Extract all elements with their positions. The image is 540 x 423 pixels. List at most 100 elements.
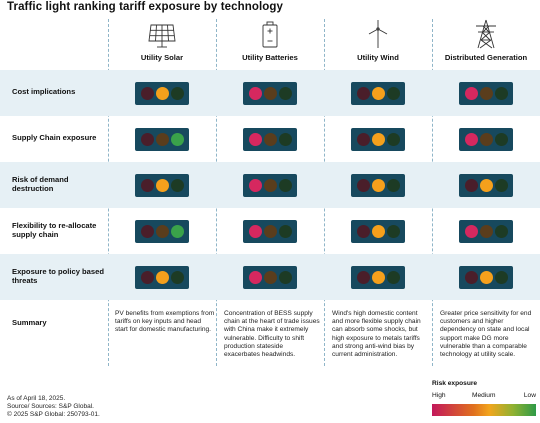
yellow-light-active bbox=[479, 270, 493, 284]
green-light bbox=[170, 178, 184, 192]
column-label-batteries: Utility Batteries bbox=[242, 53, 298, 62]
row-label: Flexibility to re-allocate supply chain bbox=[12, 220, 97, 240]
green-light bbox=[278, 178, 292, 192]
traffic-light bbox=[459, 127, 513, 151]
legend-title: Risk exposure bbox=[432, 380, 478, 387]
traffic-light bbox=[351, 219, 405, 243]
green-light-active bbox=[170, 224, 184, 238]
red-light-active bbox=[464, 132, 478, 146]
green-light bbox=[494, 132, 508, 146]
legend-medium-label: Medium bbox=[472, 392, 496, 399]
green-light bbox=[278, 224, 292, 238]
legend-low-label: Low bbox=[523, 392, 536, 399]
wind-turbine-icon bbox=[324, 19, 432, 49]
red-light bbox=[356, 178, 370, 192]
battery-icon bbox=[216, 19, 324, 49]
red-light bbox=[140, 86, 154, 100]
column-label-solar: Utility Solar bbox=[140, 53, 184, 62]
footer-date: As of April 18, 2025. bbox=[7, 395, 66, 402]
green-light bbox=[386, 270, 400, 284]
table-row: Supply Chain exposure bbox=[0, 116, 540, 162]
traffic-light bbox=[459, 265, 513, 289]
yellow-light-active bbox=[155, 178, 169, 192]
table-row: Exposure to policy based threats bbox=[0, 254, 540, 300]
yellow-light bbox=[479, 86, 493, 100]
red-light bbox=[356, 86, 370, 100]
table-row: Cost implications bbox=[0, 70, 540, 116]
summary-label: Summary bbox=[12, 318, 47, 327]
red-light bbox=[464, 270, 478, 284]
page-title: Traffic light ranking tariff exposure by… bbox=[7, 1, 284, 13]
yellow-light bbox=[479, 132, 493, 146]
green-light bbox=[386, 224, 400, 238]
green-light bbox=[494, 178, 508, 192]
traffic-light bbox=[351, 81, 405, 105]
traffic-light bbox=[135, 81, 189, 105]
green-light bbox=[278, 270, 292, 284]
red-light bbox=[140, 178, 154, 192]
green-light bbox=[494, 224, 508, 238]
traffic-light bbox=[459, 81, 513, 105]
summary-solar: PV benefits from exemptions from tariffs… bbox=[115, 310, 215, 334]
traffic-light bbox=[243, 265, 297, 289]
red-light-active bbox=[248, 224, 262, 238]
green-light bbox=[170, 270, 184, 284]
green-light bbox=[278, 132, 292, 146]
traffic-light bbox=[243, 127, 297, 151]
green-light bbox=[170, 86, 184, 100]
footer-notes: As of April 18, 2025. Source/ Sources: S… bbox=[7, 395, 100, 420]
red-light-active bbox=[248, 178, 262, 192]
column-header-distributed: Distributed Generation bbox=[432, 19, 540, 69]
traffic-light bbox=[135, 127, 189, 151]
yellow-light bbox=[263, 270, 277, 284]
solar-panel-icon bbox=[108, 19, 216, 49]
yellow-light-active bbox=[155, 270, 169, 284]
summary-batteries: Concentration of BESS supply chain at th… bbox=[224, 310, 320, 359]
column-header-batteries: Utility Batteries bbox=[216, 19, 324, 69]
transmission-tower-icon bbox=[432, 19, 540, 49]
red-light bbox=[356, 224, 370, 238]
yellow-light bbox=[263, 132, 277, 146]
yellow-light-active bbox=[371, 86, 385, 100]
table-row: Flexibility to re-allocate supply chain bbox=[0, 208, 540, 254]
yellow-light-active bbox=[371, 178, 385, 192]
traffic-light bbox=[351, 173, 405, 197]
yellow-light bbox=[263, 178, 277, 192]
row-label: Cost implications bbox=[12, 87, 76, 96]
green-light-active bbox=[170, 132, 184, 146]
row-label: Exposure to policy based threats bbox=[12, 266, 104, 286]
green-light bbox=[386, 132, 400, 146]
traffic-light bbox=[459, 173, 513, 197]
footer-source: Source/ Sources: S&P Global. bbox=[7, 403, 94, 411]
green-light bbox=[386, 178, 400, 192]
yellow-light-active bbox=[155, 86, 169, 100]
yellow-light bbox=[155, 224, 169, 238]
traffic-light bbox=[351, 127, 405, 151]
green-light bbox=[278, 86, 292, 100]
red-light bbox=[356, 132, 370, 146]
traffic-light bbox=[135, 265, 189, 289]
traffic-light bbox=[459, 219, 513, 243]
column-label-wind: Utility Wind bbox=[357, 53, 399, 62]
row-label: Risk of demand destruction bbox=[12, 174, 69, 194]
red-light-active bbox=[464, 224, 478, 238]
traffic-light bbox=[351, 265, 405, 289]
traffic-light bbox=[135, 173, 189, 197]
legend-high-label: High bbox=[432, 392, 446, 399]
red-light bbox=[140, 132, 154, 146]
yellow-light bbox=[479, 224, 493, 238]
column-header-solar: Utility Solar bbox=[108, 19, 216, 69]
yellow-light-active bbox=[371, 270, 385, 284]
yellow-light bbox=[263, 86, 277, 100]
traffic-light bbox=[243, 81, 297, 105]
summary-wind: Wind's high domestic content and more fl… bbox=[332, 310, 421, 359]
red-light bbox=[140, 224, 154, 238]
green-light bbox=[494, 270, 508, 284]
yellow-light bbox=[155, 132, 169, 146]
traffic-light bbox=[243, 173, 297, 197]
legend-gradient-bar bbox=[432, 404, 536, 416]
red-light-active bbox=[464, 86, 478, 100]
column-label-distributed: Distributed Generation bbox=[444, 53, 528, 62]
yellow-light bbox=[263, 224, 277, 238]
yellow-light-active bbox=[371, 132, 385, 146]
